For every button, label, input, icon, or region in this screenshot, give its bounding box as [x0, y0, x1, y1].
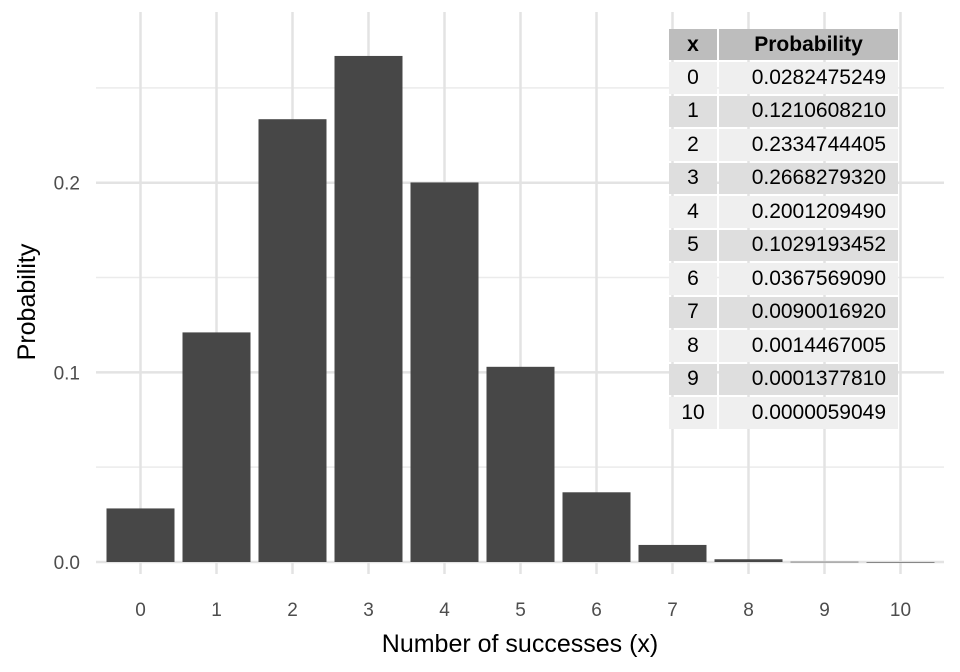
table-header-row: x Probability: [669, 29, 898, 60]
table-cell-probability: 0.2668279320: [719, 162, 898, 194]
table-header-probability: Probability: [719, 29, 898, 60]
table-cell-probability: 0.0001377810: [719, 363, 898, 395]
table-row: 3 0.2668279320: [669, 162, 898, 194]
table-cell-x: 6: [669, 263, 717, 295]
bar: [182, 332, 251, 562]
x-tick-label: 4: [439, 600, 450, 621]
table-cell-probability: 0.1029193452: [719, 229, 898, 261]
y-tick-label: 0.2: [54, 174, 80, 195]
bar: [638, 544, 707, 562]
table-row: 0 0.0282475249: [669, 62, 898, 94]
table-cell-x: 9: [669, 363, 717, 395]
table-row: 6 0.0367569090: [669, 263, 898, 295]
table-cell-x: 8: [669, 330, 717, 362]
table-cell-x: 5: [669, 229, 717, 261]
x-tick-label: 1: [211, 600, 222, 621]
table-row: 10 0.0000059049: [669, 397, 898, 429]
bar: [866, 561, 935, 563]
table-cell-x: 7: [669, 296, 717, 328]
x-axis-title: Number of successes (x): [382, 630, 658, 658]
table-cell-probability: 0.0282475249: [719, 62, 898, 94]
table-cell-x: 2: [669, 129, 717, 161]
table-cell-x: 1: [669, 95, 717, 127]
table-row: 7 0.0090016920: [669, 296, 898, 328]
x-tick-label: 2: [287, 600, 298, 621]
x-tick-label: 8: [743, 600, 754, 621]
table-cell-probability: 0.0090016920: [719, 296, 898, 328]
bar: [334, 55, 403, 563]
table-row: 2 0.2334744405: [669, 129, 898, 161]
table-cell-probability: 0.0367569090: [719, 263, 898, 295]
table-cell-x: 4: [669, 196, 717, 228]
table-cell-x: 3: [669, 162, 717, 194]
x-axis-ticks: 0 1 2 3 4 5 6 7 8 9 10: [135, 600, 911, 621]
table-row: 9 0.0001377810: [669, 363, 898, 395]
bars: [106, 55, 935, 563]
table-cell-probability: 0.1210608210: [719, 95, 898, 127]
x-tick-label: 5: [515, 600, 526, 621]
probability-table: x Probability 0 0.0282475249 1 0.1210608210…: [667, 27, 900, 431]
bar: [258, 119, 327, 562]
x-tick-label: 9: [819, 600, 830, 621]
table-cell-x: 10: [669, 397, 717, 429]
bar: [562, 492, 631, 562]
x-tick-label: 3: [363, 600, 374, 621]
table-row: 8 0.0014467005: [669, 330, 898, 362]
bar: [790, 561, 859, 563]
table-row: 5 0.1029193452: [669, 229, 898, 261]
table-header-x: x: [669, 29, 717, 60]
table-row: 4 0.2001209490: [669, 196, 898, 228]
table-cell-probability: 0.0000059049: [719, 397, 898, 429]
x-tick-label: 6: [591, 600, 602, 621]
bar: [410, 182, 479, 562]
y-tick-label: 0.0: [54, 553, 80, 574]
x-tick-label: 7: [667, 600, 678, 621]
table-cell-x: 0: [669, 62, 717, 94]
table-cell-probability: 0.2334744405: [719, 129, 898, 161]
bar: [486, 366, 555, 562]
x-tick-label: 10: [890, 600, 911, 621]
table-row: 1 0.1210608210: [669, 95, 898, 127]
bar: [106, 508, 175, 562]
x-tick-label: 0: [135, 600, 146, 621]
table-cell-probability: 0.2001209490: [719, 196, 898, 228]
y-tick-label: 0.1: [54, 363, 80, 384]
y-axis-ticks: 0.0 0.1 0.2: [54, 174, 80, 574]
bar: [714, 559, 783, 562]
y-axis-title: Probability: [13, 243, 41, 360]
table-cell-probability: 0.0014467005: [719, 330, 898, 362]
